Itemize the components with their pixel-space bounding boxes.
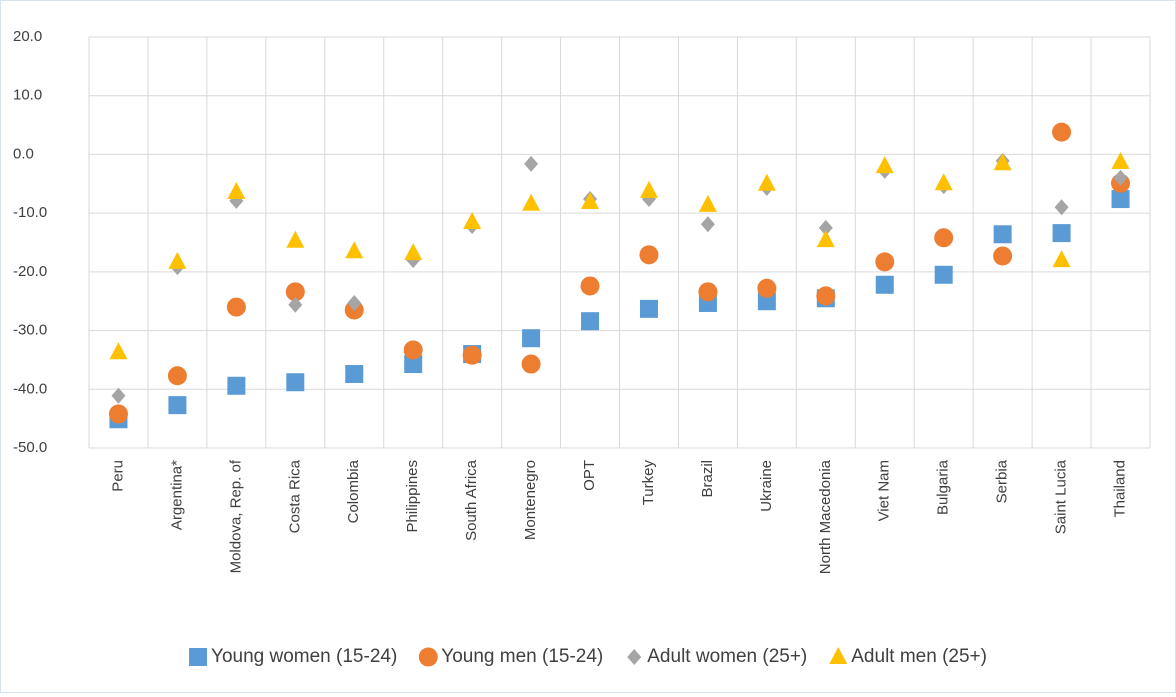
x-tick-label: Turkey bbox=[640, 460, 657, 506]
y-tick-label: 20.0 bbox=[13, 28, 42, 45]
y-tick-label: -30.0 bbox=[13, 322, 47, 339]
y-tick-label: 10.0 bbox=[13, 87, 42, 104]
marker-circle bbox=[698, 282, 718, 302]
y-tick-label: -50.0 bbox=[13, 439, 47, 456]
legend-item: Adult women (25+) bbox=[627, 646, 807, 667]
marker-diamond bbox=[524, 155, 539, 172]
marker-square bbox=[1111, 190, 1130, 209]
marker-diamond bbox=[1054, 199, 1069, 216]
marker-circle bbox=[285, 282, 305, 302]
legend: Young women (15-24) Young men (15-24) Adul… bbox=[189, 646, 987, 667]
marker-triangle bbox=[522, 193, 541, 211]
marker-triangle bbox=[227, 182, 246, 200]
legend-marker bbox=[829, 647, 848, 664]
marker-circle bbox=[462, 345, 482, 365]
marker-circle bbox=[108, 404, 128, 424]
marker-circle bbox=[934, 228, 954, 248]
marker-circle bbox=[226, 297, 246, 317]
marker-triangle bbox=[757, 173, 776, 191]
legend-label: Young women (15-24) bbox=[211, 646, 397, 667]
marker-square bbox=[581, 312, 600, 331]
x-tick-label: North Macedonia bbox=[817, 459, 834, 574]
legend-label: Young men (15-24) bbox=[441, 646, 603, 667]
legend-label: Adult men (25+) bbox=[851, 646, 987, 667]
marker-square bbox=[1052, 224, 1071, 243]
legend-item: Young women (15-24) bbox=[189, 646, 397, 667]
marker-triangle bbox=[1052, 250, 1071, 268]
marker-triangle bbox=[934, 173, 953, 191]
x-tick-label: Bulgaria bbox=[935, 459, 952, 515]
marker-square bbox=[345, 365, 364, 384]
legend-marker bbox=[418, 647, 438, 667]
marker-triangle bbox=[109, 342, 128, 360]
x-tick-label: Serbia bbox=[994, 459, 1011, 503]
marker-diamond bbox=[111, 387, 126, 404]
marker-triangle bbox=[698, 194, 717, 212]
marker-square bbox=[522, 329, 541, 348]
marker-triangle bbox=[816, 230, 835, 248]
x-tick-label: Ukraine bbox=[758, 460, 775, 512]
marker-circle bbox=[875, 252, 895, 272]
marker-square bbox=[286, 373, 305, 392]
x-tick-label: Saint Lucia bbox=[1053, 459, 1070, 534]
y-tick-label: -20.0 bbox=[13, 263, 47, 280]
marker-triangle bbox=[404, 243, 423, 261]
marker-diamond bbox=[700, 216, 715, 233]
x-tick-label: South Africa bbox=[463, 459, 480, 541]
y-tick-label: 0.0 bbox=[13, 145, 34, 162]
marker-triangle bbox=[875, 156, 894, 174]
x-tick-label: OPT bbox=[581, 460, 598, 491]
marker-circle bbox=[580, 276, 600, 296]
legend-marker bbox=[627, 649, 642, 665]
marker-diamond bbox=[818, 219, 833, 236]
x-tick-label: Brazil bbox=[699, 460, 716, 498]
x-tick-label: Costa Rica bbox=[286, 459, 303, 533]
marker-triangle bbox=[286, 230, 305, 248]
marker-square bbox=[168, 396, 187, 415]
marker-circle bbox=[167, 366, 187, 386]
legend-marker bbox=[189, 648, 208, 666]
legend-item: Adult men (25+) bbox=[829, 646, 987, 667]
legend-label: Adult women (25+) bbox=[647, 646, 807, 667]
marker-square bbox=[639, 299, 658, 318]
marker-triangle bbox=[639, 180, 658, 198]
marker-square bbox=[993, 225, 1012, 244]
x-tick-label: Thailand bbox=[1111, 460, 1128, 518]
y-tick-label: -40.0 bbox=[13, 380, 47, 397]
marker-circle bbox=[757, 278, 777, 298]
x-tick-label: Moldova, Rep. of bbox=[227, 459, 244, 573]
x-tick-label: Philippines bbox=[404, 460, 421, 533]
marker-circle bbox=[521, 354, 541, 374]
marker-square bbox=[404, 355, 423, 374]
marker-square bbox=[934, 265, 953, 284]
marker-square bbox=[227, 376, 246, 395]
x-tick-label: Montenegro bbox=[522, 460, 539, 540]
marker-diamond bbox=[1113, 169, 1128, 186]
marker-diamond bbox=[347, 294, 362, 311]
marker-circle bbox=[993, 246, 1013, 266]
legend-item: Young men (15-24) bbox=[418, 646, 603, 667]
x-tick-label: Colombia bbox=[345, 459, 362, 523]
marker-triangle bbox=[1111, 152, 1130, 170]
marker-circle bbox=[816, 286, 836, 306]
marker-triangle bbox=[581, 191, 600, 209]
marker-circle bbox=[639, 245, 659, 265]
x-tick-label: Argentina* bbox=[168, 460, 185, 530]
x-tick-label: Peru bbox=[109, 460, 126, 492]
marker-square bbox=[875, 275, 894, 294]
marker-circle bbox=[403, 340, 423, 360]
x-tick-label: Viet Nam bbox=[876, 460, 893, 521]
marker-circle bbox=[1052, 122, 1072, 142]
marker-triangle bbox=[168, 251, 187, 269]
marker-diamond bbox=[288, 296, 303, 313]
marker-triangle bbox=[345, 241, 364, 259]
marker-triangle bbox=[463, 211, 482, 229]
marker-triangle bbox=[993, 153, 1012, 171]
y-tick-label: -10.0 bbox=[13, 204, 47, 221]
marker-square bbox=[757, 292, 776, 311]
